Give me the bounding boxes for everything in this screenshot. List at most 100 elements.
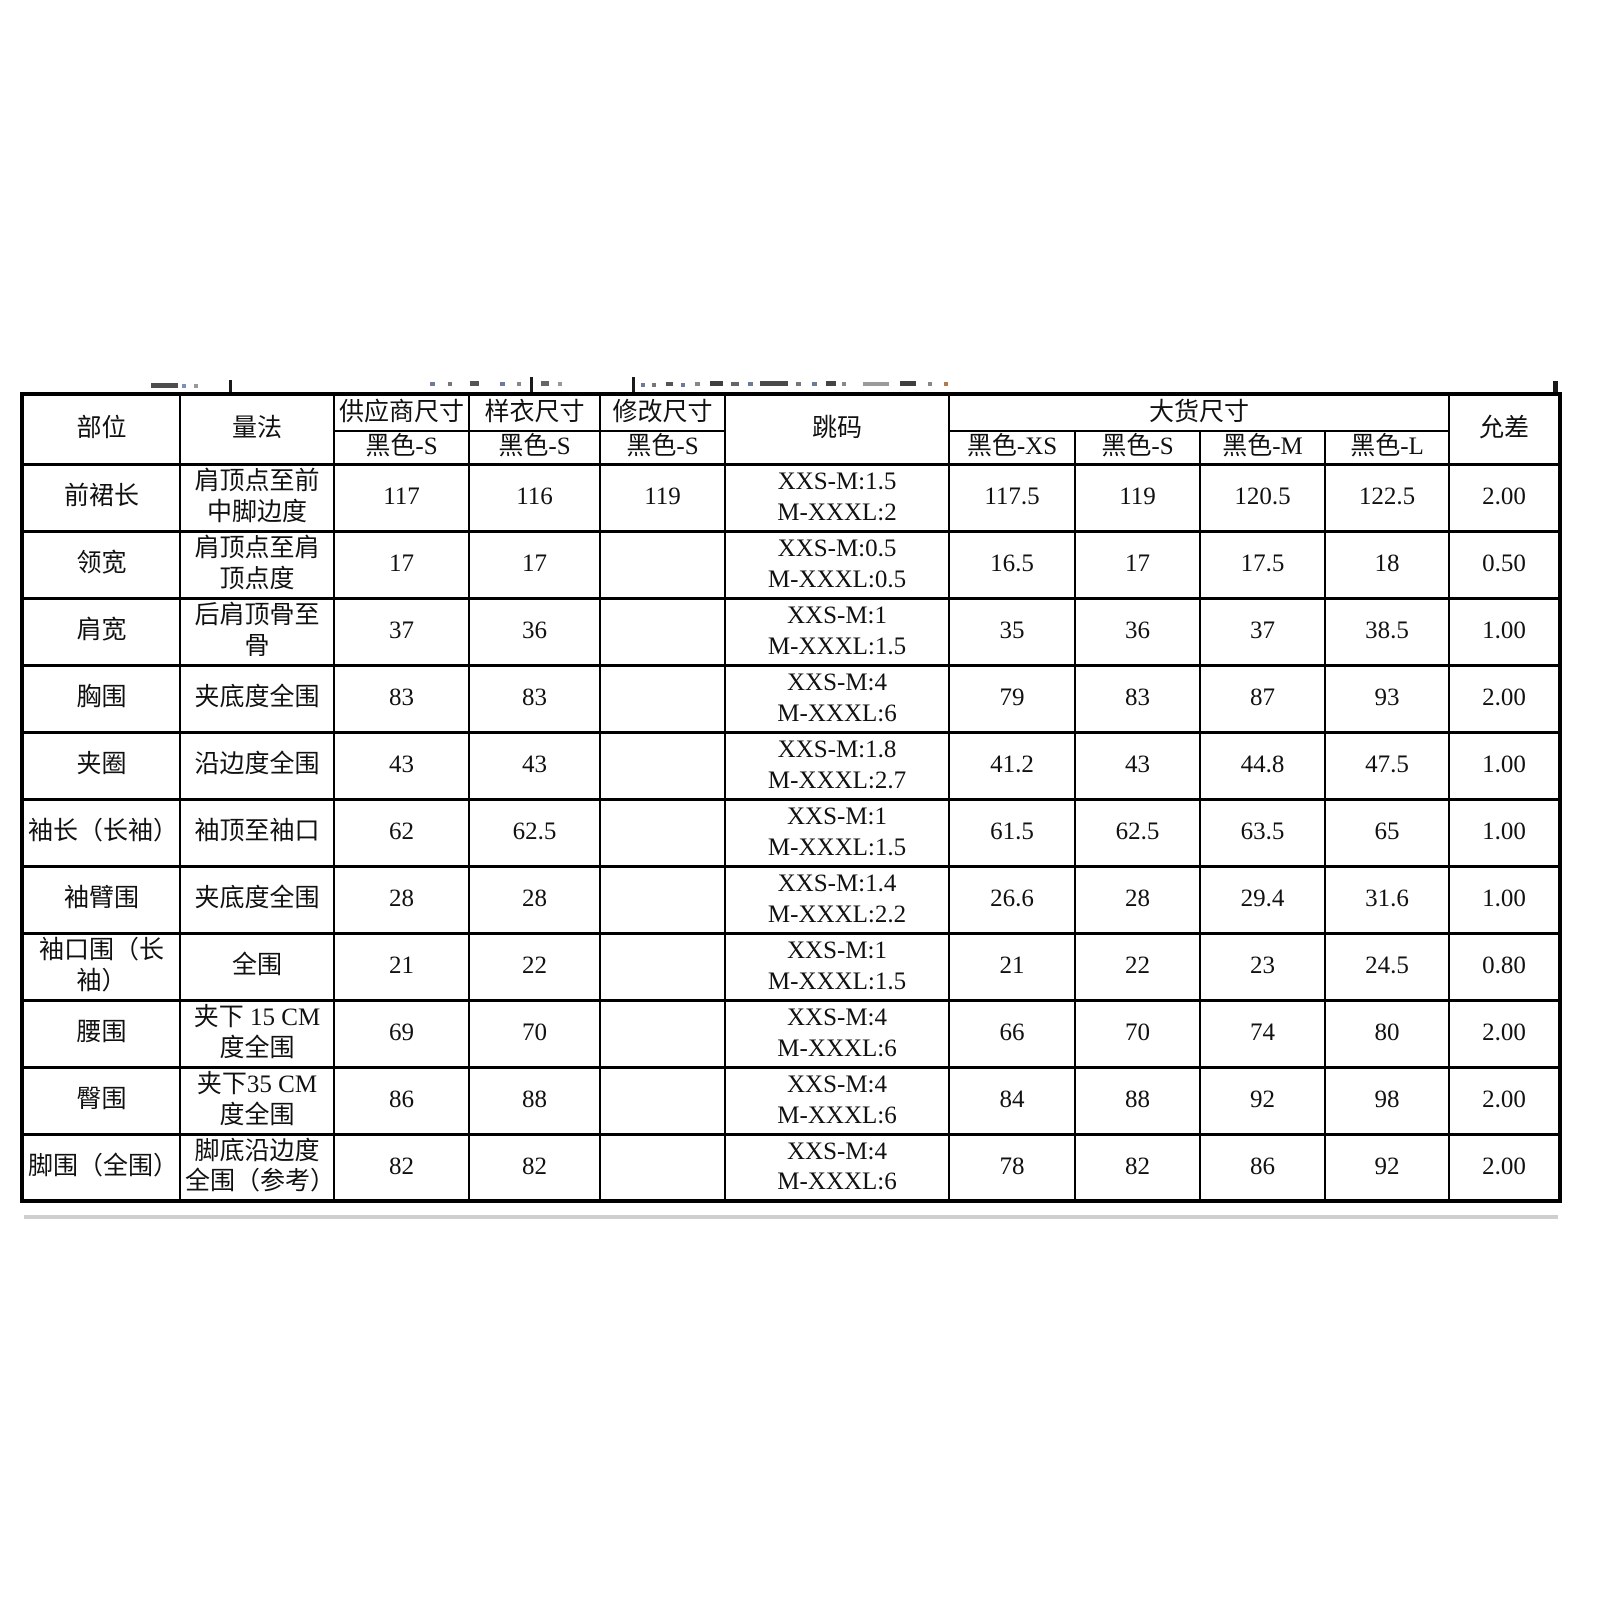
revised-size-cell [599,998,726,1068]
sample-size-cell: 36 [468,596,601,666]
table-row: 袖口围（长袖） 全围 21 22 XXS-M:1 M-XXXL:1.5 21 22 23 24.5… [21,931,1562,1001]
col-header-part: 部位 [21,393,181,465]
grading-cell: XXS-M:1 M-XXXL:1.5 [724,797,950,867]
cropped-text-fragment [731,382,739,386]
part-cell: 脚围（全围） [21,1132,181,1202]
grading-cell: XXS-M:1 M-XXXL:1.5 [724,596,950,666]
subheader-bulk-xs: 黑色-XS [948,430,1076,466]
cropped-border-stub [530,377,533,392]
part-cell: 夹圈 [21,730,181,800]
revised-size-cell: 119 [599,462,726,532]
sample-size-cell: 82 [468,1132,601,1202]
bulk-m-cell: 120.5 [1199,462,1326,532]
method-cell: 后肩顶骨至骨 [179,596,335,666]
cropped-text-fragment [194,384,198,388]
grading-line: XXS-M:1.4 [777,870,897,897]
grading-line: XXS-M:1 [786,602,887,629]
revised-size-cell [599,529,726,599]
bulk-xs-cell: 66 [948,998,1076,1068]
col-header-grading: 跳码 [724,393,950,465]
col-header-supplier-size: 供应商尺寸 [333,393,470,432]
subheader-bulk-m: 黑色-M [1199,430,1326,466]
subheader-supplier-colorway: 黑色-S [333,430,470,466]
bulk-s-cell: 36 [1074,596,1201,666]
grading-line: XXS-M:1 [786,803,887,830]
grading-cell: XXS-M:4 M-XXXL:6 [724,998,950,1068]
grading-line: M-XXXL:2 [777,498,897,526]
bulk-xs-cell: 78 [948,1132,1076,1202]
grading-line: XXS-M:1.8 [777,736,897,763]
sample-size-cell: 43 [468,730,601,800]
cropped-text-fragment [500,382,505,386]
method-cell: 脚底沿边度全围（参考） [179,1132,335,1202]
bulk-s-cell: 43 [1074,730,1201,800]
cropped-text-fragment [470,381,479,386]
supplier-size-cell: 69 [333,998,470,1068]
table-row: 脚围（全围） 脚底沿边度全围（参考） 82 82 XXS-M:4 M-XXXL:6 78 82… [21,1132,1562,1202]
supplier-size-cell: 28 [333,864,470,934]
part-cell: 前裙长 [21,462,181,532]
revised-size-cell [599,730,726,800]
col-header-bulk-size: 大货尺寸 [947,393,1451,432]
part-cell: 臀围 [21,1065,181,1135]
cropped-text-fragment [760,381,788,386]
grading-line: XXS-M:1.5 [777,468,897,495]
cropped-text-fragment [748,382,753,386]
table-row: 肩宽 后肩顶骨至骨 37 36 XXS-M:1 M-XXXL:1.5 35 36 37 38.5 1… [21,596,1562,666]
bulk-s-cell: 70 [1074,998,1201,1068]
tolerance-cell: 0.50 [1448,529,1562,599]
bulk-l-cell: 80 [1323,998,1451,1068]
cropped-text-fragment [695,382,700,386]
tolerance-cell: 2.00 [1448,663,1562,733]
sample-size-cell: 62.5 [468,797,601,867]
method-cell: 夹底度全围 [179,864,335,934]
table-row: 腰围 夹下 15 CM度全围 69 70 XXS-M:4 M-XXXL:6 66 70 74 80… [21,998,1562,1068]
cropped-text-fragment [826,381,836,386]
bulk-m-cell: 86 [1199,1132,1326,1202]
tolerance-cell: 1.00 [1448,730,1562,800]
bulk-m-cell: 44.8 [1199,730,1326,800]
scan-shadow [24,1215,1558,1219]
bulk-l-cell: 18 [1323,529,1451,599]
supplier-size-cell: 117 [333,462,470,532]
size-table-body: 前裙长 肩顶点至前中脚边度 117 116 119 XXS-M:1.5 M-XXXL:2 11… [21,462,1562,1202]
supplier-size-cell: 62 [333,797,470,867]
bulk-l-cell: 38.5 [1323,596,1451,666]
bulk-xs-cell: 61.5 [948,797,1076,867]
method-cell: 袖顶至袖口 [179,797,335,867]
bulk-m-cell: 74 [1199,998,1326,1068]
method-cell: 夹下 15 CM度全围 [179,998,335,1068]
cropped-border-stub [632,377,635,392]
cropped-text-fragment [928,382,932,386]
grading-line: M-XXXL:2.7 [767,766,907,794]
bulk-s-cell: 62.5 [1074,797,1201,867]
bulk-l-cell: 122.5 [1323,462,1451,532]
cropped-text-fragment [151,383,178,388]
cropped-text-fragment [182,384,186,388]
bulk-s-cell: 82 [1074,1132,1201,1202]
cropped-text-fragment [863,382,889,386]
grading-cell: XXS-M:4 M-XXXL:6 [724,1065,950,1135]
revised-size-cell [599,596,726,666]
grading-line: M-XXXL:1.5 [767,632,907,660]
bulk-m-cell: 29.4 [1199,864,1326,934]
header-row-sub: 黑色-S 黑色-S 黑色-S 黑色-XS 黑色-S 黑色-M 黑色-L [22,430,1560,466]
subheader-sample-colorway: 黑色-S [468,430,601,466]
grading-line: M-XXXL:1.5 [767,833,907,861]
revised-size-cell [599,797,726,867]
table-row: 胸围 夹底度全围 83 83 XXS-M:4 M-XXXL:6 79 83 87 93 2.00 [21,663,1562,733]
revised-size-cell [599,931,726,1001]
revised-size-cell [599,864,726,934]
sample-size-cell: 83 [468,663,601,733]
tolerance-cell: 1.00 [1448,797,1562,867]
supplier-size-cell: 86 [333,1065,470,1135]
grading-cell: XXS-M:1 M-XXXL:1.5 [724,931,950,1001]
sample-size-cell: 22 [468,931,601,1001]
part-cell: 袖长（长袖） [21,797,181,867]
bulk-s-cell: 119 [1074,462,1201,532]
table-row: 袖长（长袖） 袖顶至袖口 62 62.5 XXS-M:1 M-XXXL:1.5 61.5 62… [21,797,1562,867]
part-cell: 袖口围（长袖） [21,931,181,1001]
table-row: 夹圈 沿边度全围 43 43 XXS-M:1.8 M-XXXL:2.7 41.2 43 44.8… [21,730,1562,800]
grading-line: M-XXXL:0.5 [767,565,907,593]
